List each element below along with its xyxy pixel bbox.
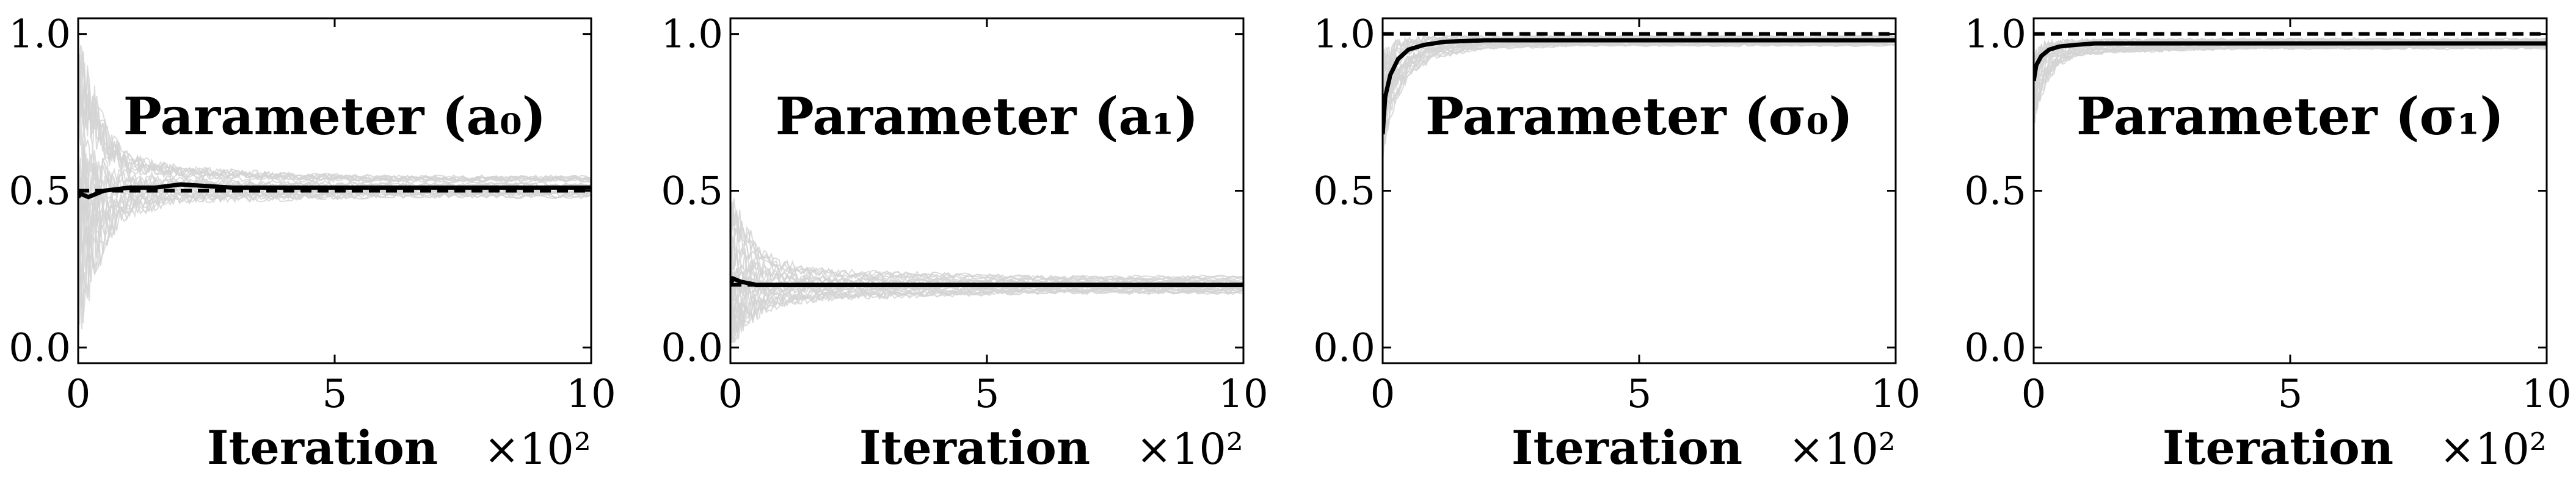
x-axis-label: Iteration bbox=[859, 421, 1090, 475]
x-tick-label: 5 bbox=[2278, 372, 2303, 417]
x-tick-label: 0 bbox=[66, 372, 91, 417]
x-axis-multiplier: ×10² bbox=[1788, 424, 1896, 474]
x-tick-label: 5 bbox=[1627, 372, 1652, 417]
y-tick-label: 0.0 bbox=[1964, 325, 2026, 370]
run-line bbox=[78, 84, 591, 184]
x-axis-multiplier: ×10² bbox=[2439, 424, 2547, 474]
run-line bbox=[2034, 37, 2547, 65]
mean-trajectory-line bbox=[730, 275, 1243, 287]
x-tick-label: 0 bbox=[718, 372, 743, 417]
run-trajectories bbox=[78, 45, 591, 335]
run-line bbox=[730, 198, 1243, 281]
y-tick-label: 0.0 bbox=[9, 325, 71, 370]
x-axis-label: Iteration bbox=[2163, 421, 2393, 475]
run-line bbox=[78, 189, 591, 293]
run-line bbox=[78, 191, 591, 330]
y-tick-label: 0.0 bbox=[661, 325, 723, 370]
chart-panel-3: 0.0 0.5 1.0 0 5 10 Parameter (σ₀) Iteration ×10² bbox=[1313, 12, 1921, 475]
run-line bbox=[730, 286, 1243, 320]
x-tick-label: 10 bbox=[2522, 372, 2571, 417]
x-tick-label: 5 bbox=[322, 372, 347, 417]
mean-trajectory-line bbox=[2034, 41, 2547, 82]
y-tick-label: 0.0 bbox=[1313, 325, 1375, 370]
x-tick-label: 0 bbox=[2021, 372, 2047, 417]
run-line bbox=[730, 201, 1243, 281]
y-tick-label: 0.5 bbox=[9, 169, 71, 214]
chart-panel-1: 0.0 0.5 1.0 0 5 10 Parameter (a₀) Iteration ×10² bbox=[9, 12, 616, 475]
y-tick-label: 0.5 bbox=[1313, 169, 1375, 214]
y-tick-label: 0.5 bbox=[661, 169, 723, 214]
y-tick-label: 1.0 bbox=[661, 12, 723, 57]
chart-title: Parameter (σ₁) bbox=[2076, 86, 2504, 146]
chart-title: Parameter (a₁) bbox=[776, 86, 1199, 146]
chart-title: Parameter (a₀) bbox=[123, 86, 547, 146]
x-axis-multiplier: ×10² bbox=[1136, 424, 1243, 474]
x-axis-multiplier: ×10² bbox=[484, 424, 591, 474]
chart-title: Parameter (σ₀) bbox=[1425, 86, 1853, 146]
run-line bbox=[78, 54, 591, 183]
x-tick-label: 10 bbox=[1871, 372, 1920, 417]
chart-panel-4: 0.0 0.5 1.0 0 5 10 Parameter (σ₁) Iteration ×10² bbox=[1964, 12, 2572, 475]
run-line bbox=[1383, 42, 1896, 149]
x-tick-label: 5 bbox=[975, 372, 1000, 417]
y-tick-label: 1.0 bbox=[1313, 12, 1375, 57]
mean-trajectory-line bbox=[78, 182, 591, 200]
y-tick-label: 1.0 bbox=[1964, 12, 2026, 57]
run-line bbox=[2034, 44, 2547, 109]
x-tick-label: 0 bbox=[1370, 372, 1395, 417]
y-tick-label: 0.5 bbox=[1964, 169, 2026, 214]
chart-panel-2: 0.0 0.5 1.0 0 5 10 Parameter (a₁) Iteration ×10² bbox=[661, 12, 1268, 475]
run-line bbox=[1383, 43, 1896, 157]
x-axis-label: Iteration bbox=[1512, 421, 1742, 475]
x-tick-label: 10 bbox=[566, 372, 616, 417]
mean-trajectory-line bbox=[1383, 38, 1896, 135]
y-tick-label: 1.0 bbox=[9, 12, 71, 57]
x-axis-label: Iteration bbox=[207, 421, 438, 475]
run-line bbox=[730, 288, 1243, 343]
x-tick-label: 10 bbox=[1218, 372, 1268, 417]
